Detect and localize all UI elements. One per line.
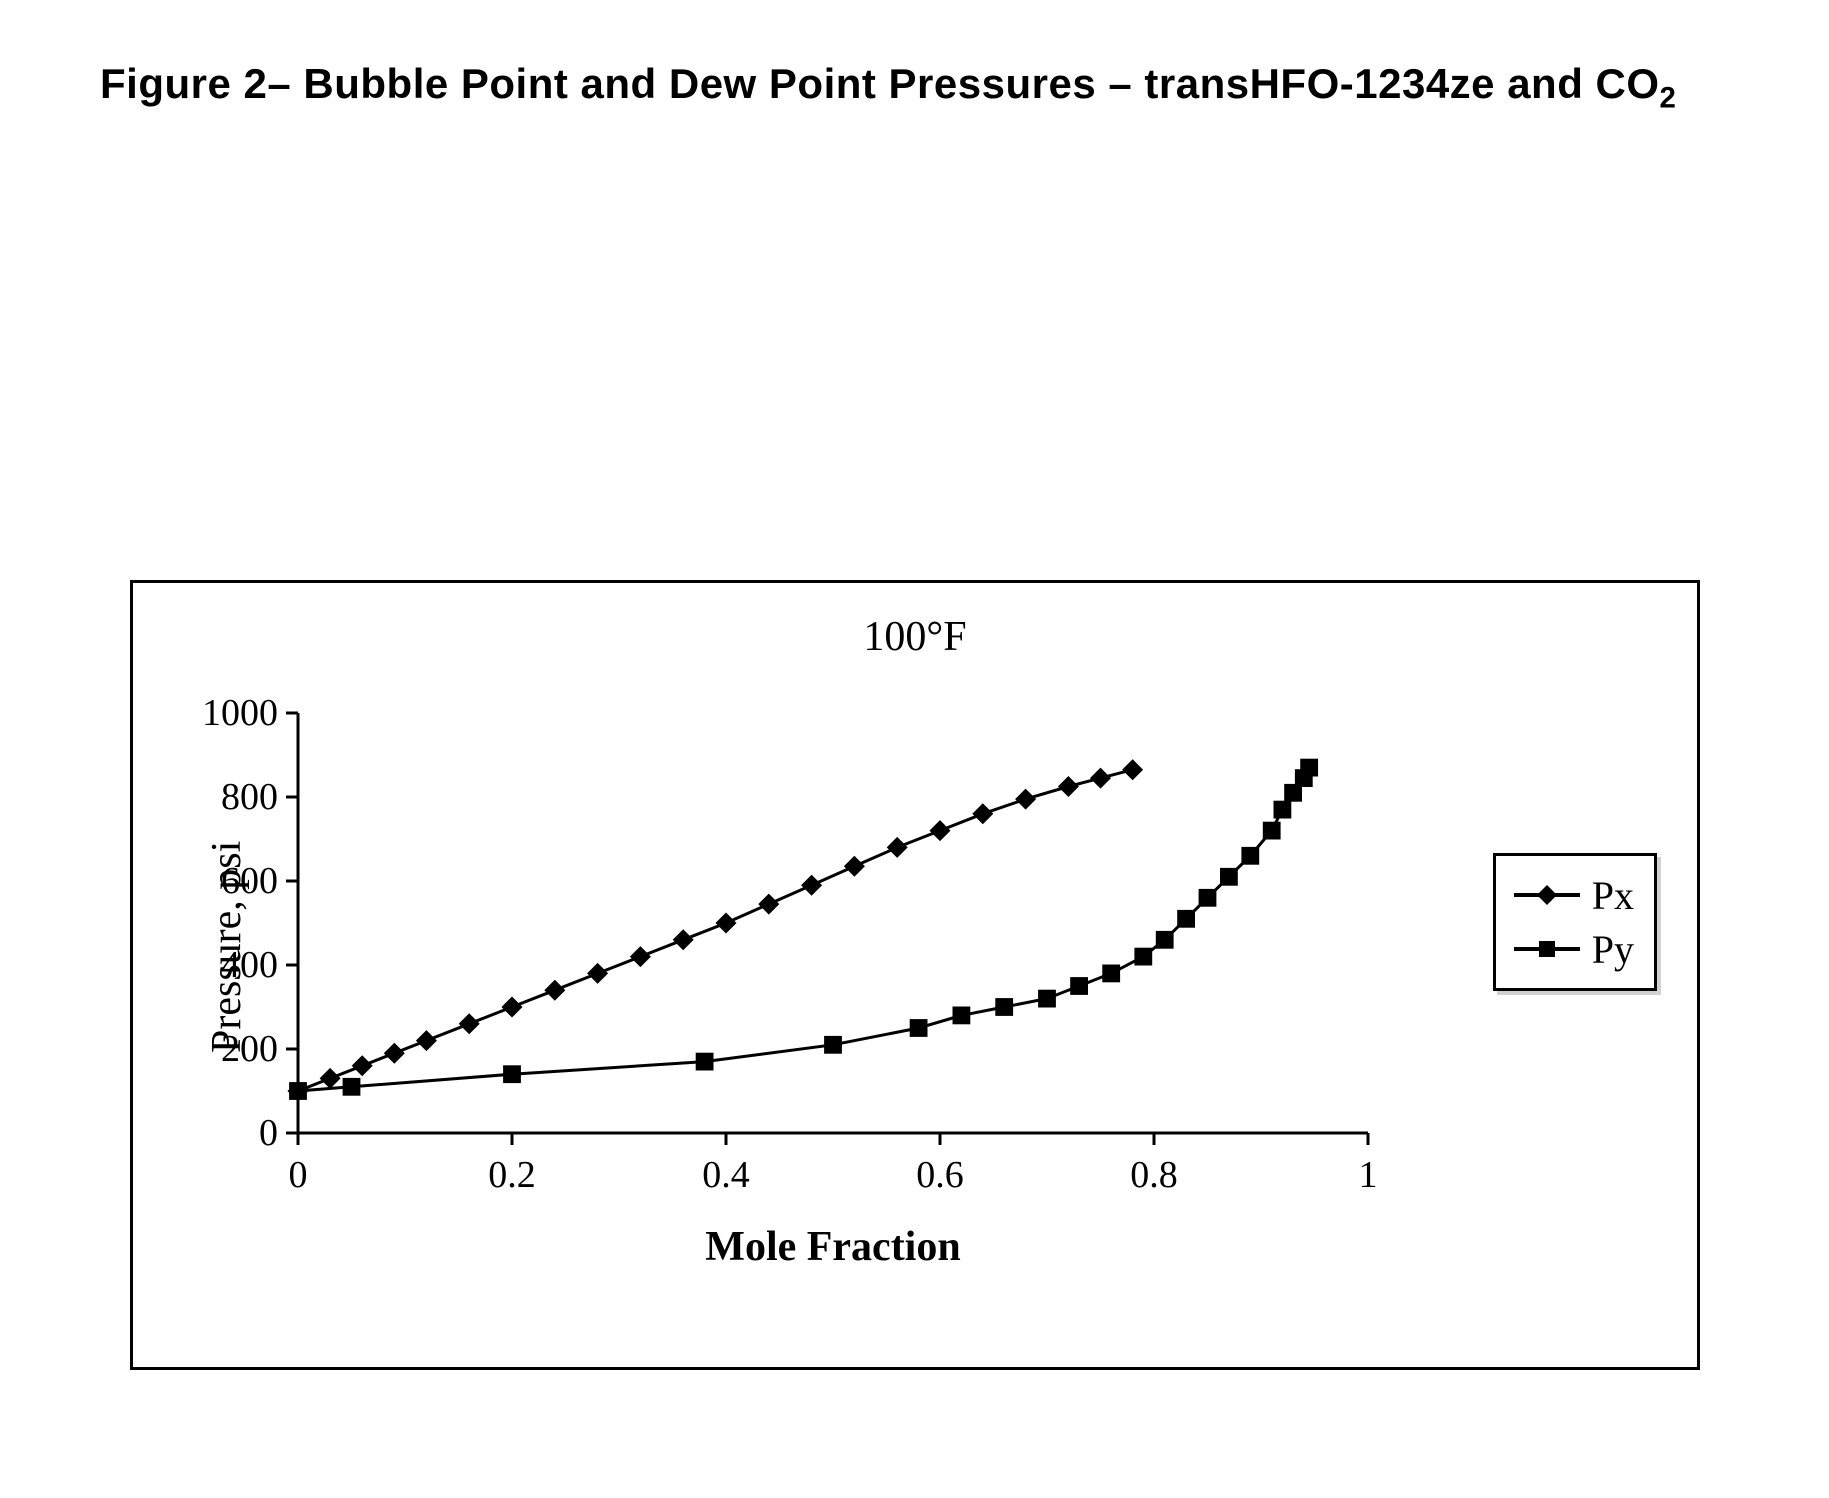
legend: Px Py: [1493, 853, 1657, 991]
series-marker-Px: [1123, 760, 1143, 780]
series-marker-Py: [1301, 759, 1318, 776]
caption-subscript: 2: [1660, 81, 1677, 114]
x-tick-label: 1: [1328, 1153, 1408, 1197]
plot-area: [298, 713, 1368, 1133]
plot-svg: [298, 713, 1368, 1133]
chart-title: 100°F: [133, 613, 1697, 661]
series-marker-Py: [343, 1078, 360, 1095]
legend-swatch: [1512, 929, 1582, 969]
series-marker-Px: [887, 838, 907, 858]
series-marker-Py: [996, 999, 1013, 1016]
series-marker-Py: [1274, 801, 1291, 818]
series-marker-Px: [673, 930, 693, 950]
series-marker-Px: [1091, 768, 1111, 788]
series-marker-Py: [825, 1036, 842, 1053]
x-tick-label: 0.2: [472, 1153, 552, 1197]
series-marker-Py: [696, 1053, 713, 1070]
series-marker-Px: [385, 1043, 405, 1063]
y-tick-label: 400: [158, 943, 278, 987]
series-marker-Px: [352, 1056, 372, 1076]
series-marker-Px: [802, 875, 822, 895]
series-marker-Px: [1016, 789, 1036, 809]
series-marker-Px: [320, 1069, 340, 1089]
series-marker-Py: [1221, 868, 1238, 885]
x-axis-label: Mole Fraction: [298, 1223, 1368, 1271]
series-marker-Px: [845, 857, 865, 877]
x-tick-label: 0.4: [686, 1153, 766, 1197]
series-marker-Py: [953, 1007, 970, 1024]
series-marker-Py: [1178, 910, 1195, 927]
legend-swatch: [1512, 875, 1582, 915]
series-marker-Py: [1242, 847, 1259, 864]
y-tick-label: 1000: [158, 691, 278, 735]
legend-item-Py: Py: [1512, 922, 1634, 976]
page: Figure 2– Bubble Point and Dew Point Pre…: [0, 0, 1829, 1498]
series-marker-Py: [1263, 822, 1280, 839]
series-marker-Px: [502, 997, 522, 1017]
series-marker-Px: [973, 804, 993, 824]
y-tick-label: 800: [158, 775, 278, 819]
series-marker-Px: [631, 947, 651, 967]
series-marker-Px: [1059, 777, 1079, 797]
series-marker-Px: [417, 1031, 437, 1051]
y-tick-label: 200: [158, 1027, 278, 1071]
series-marker-Px: [930, 821, 950, 841]
legend-label: Px: [1592, 872, 1634, 919]
series-marker-Py: [1071, 978, 1088, 995]
legend-label: Py: [1592, 926, 1634, 973]
series-marker-Py: [1156, 931, 1173, 948]
series-marker-Px: [459, 1014, 479, 1034]
series-marker-Py: [1103, 965, 1120, 982]
series-marker-Py: [910, 1020, 927, 1037]
x-tick-label: 0.8: [1114, 1153, 1194, 1197]
series-marker-Px: [588, 964, 608, 984]
legend-item-Px: Px: [1512, 868, 1634, 922]
series-marker-Py: [504, 1066, 521, 1083]
series-line-Py: [298, 768, 1309, 1091]
series-marker-Px: [545, 980, 565, 1000]
series-marker-Py: [290, 1083, 307, 1100]
series-marker-Py: [1135, 948, 1152, 965]
y-tick-label: 0: [158, 1111, 278, 1155]
x-tick-label: 0: [258, 1153, 338, 1197]
x-tick-label: 0.6: [900, 1153, 980, 1197]
chart-panel: 100°F Pressure, psi Mole Fraction 020040…: [130, 580, 1700, 1370]
series-marker-Px: [716, 913, 736, 933]
figure-caption: Figure 2– Bubble Point and Dew Point Pre…: [100, 50, 1769, 121]
y-tick-label: 600: [158, 859, 278, 903]
series-marker-Py: [1039, 990, 1056, 1007]
series-marker-Px: [759, 894, 779, 914]
series-marker-Py: [1199, 889, 1216, 906]
caption-text: Figure 2– Bubble Point and Dew Point Pre…: [100, 60, 1660, 107]
